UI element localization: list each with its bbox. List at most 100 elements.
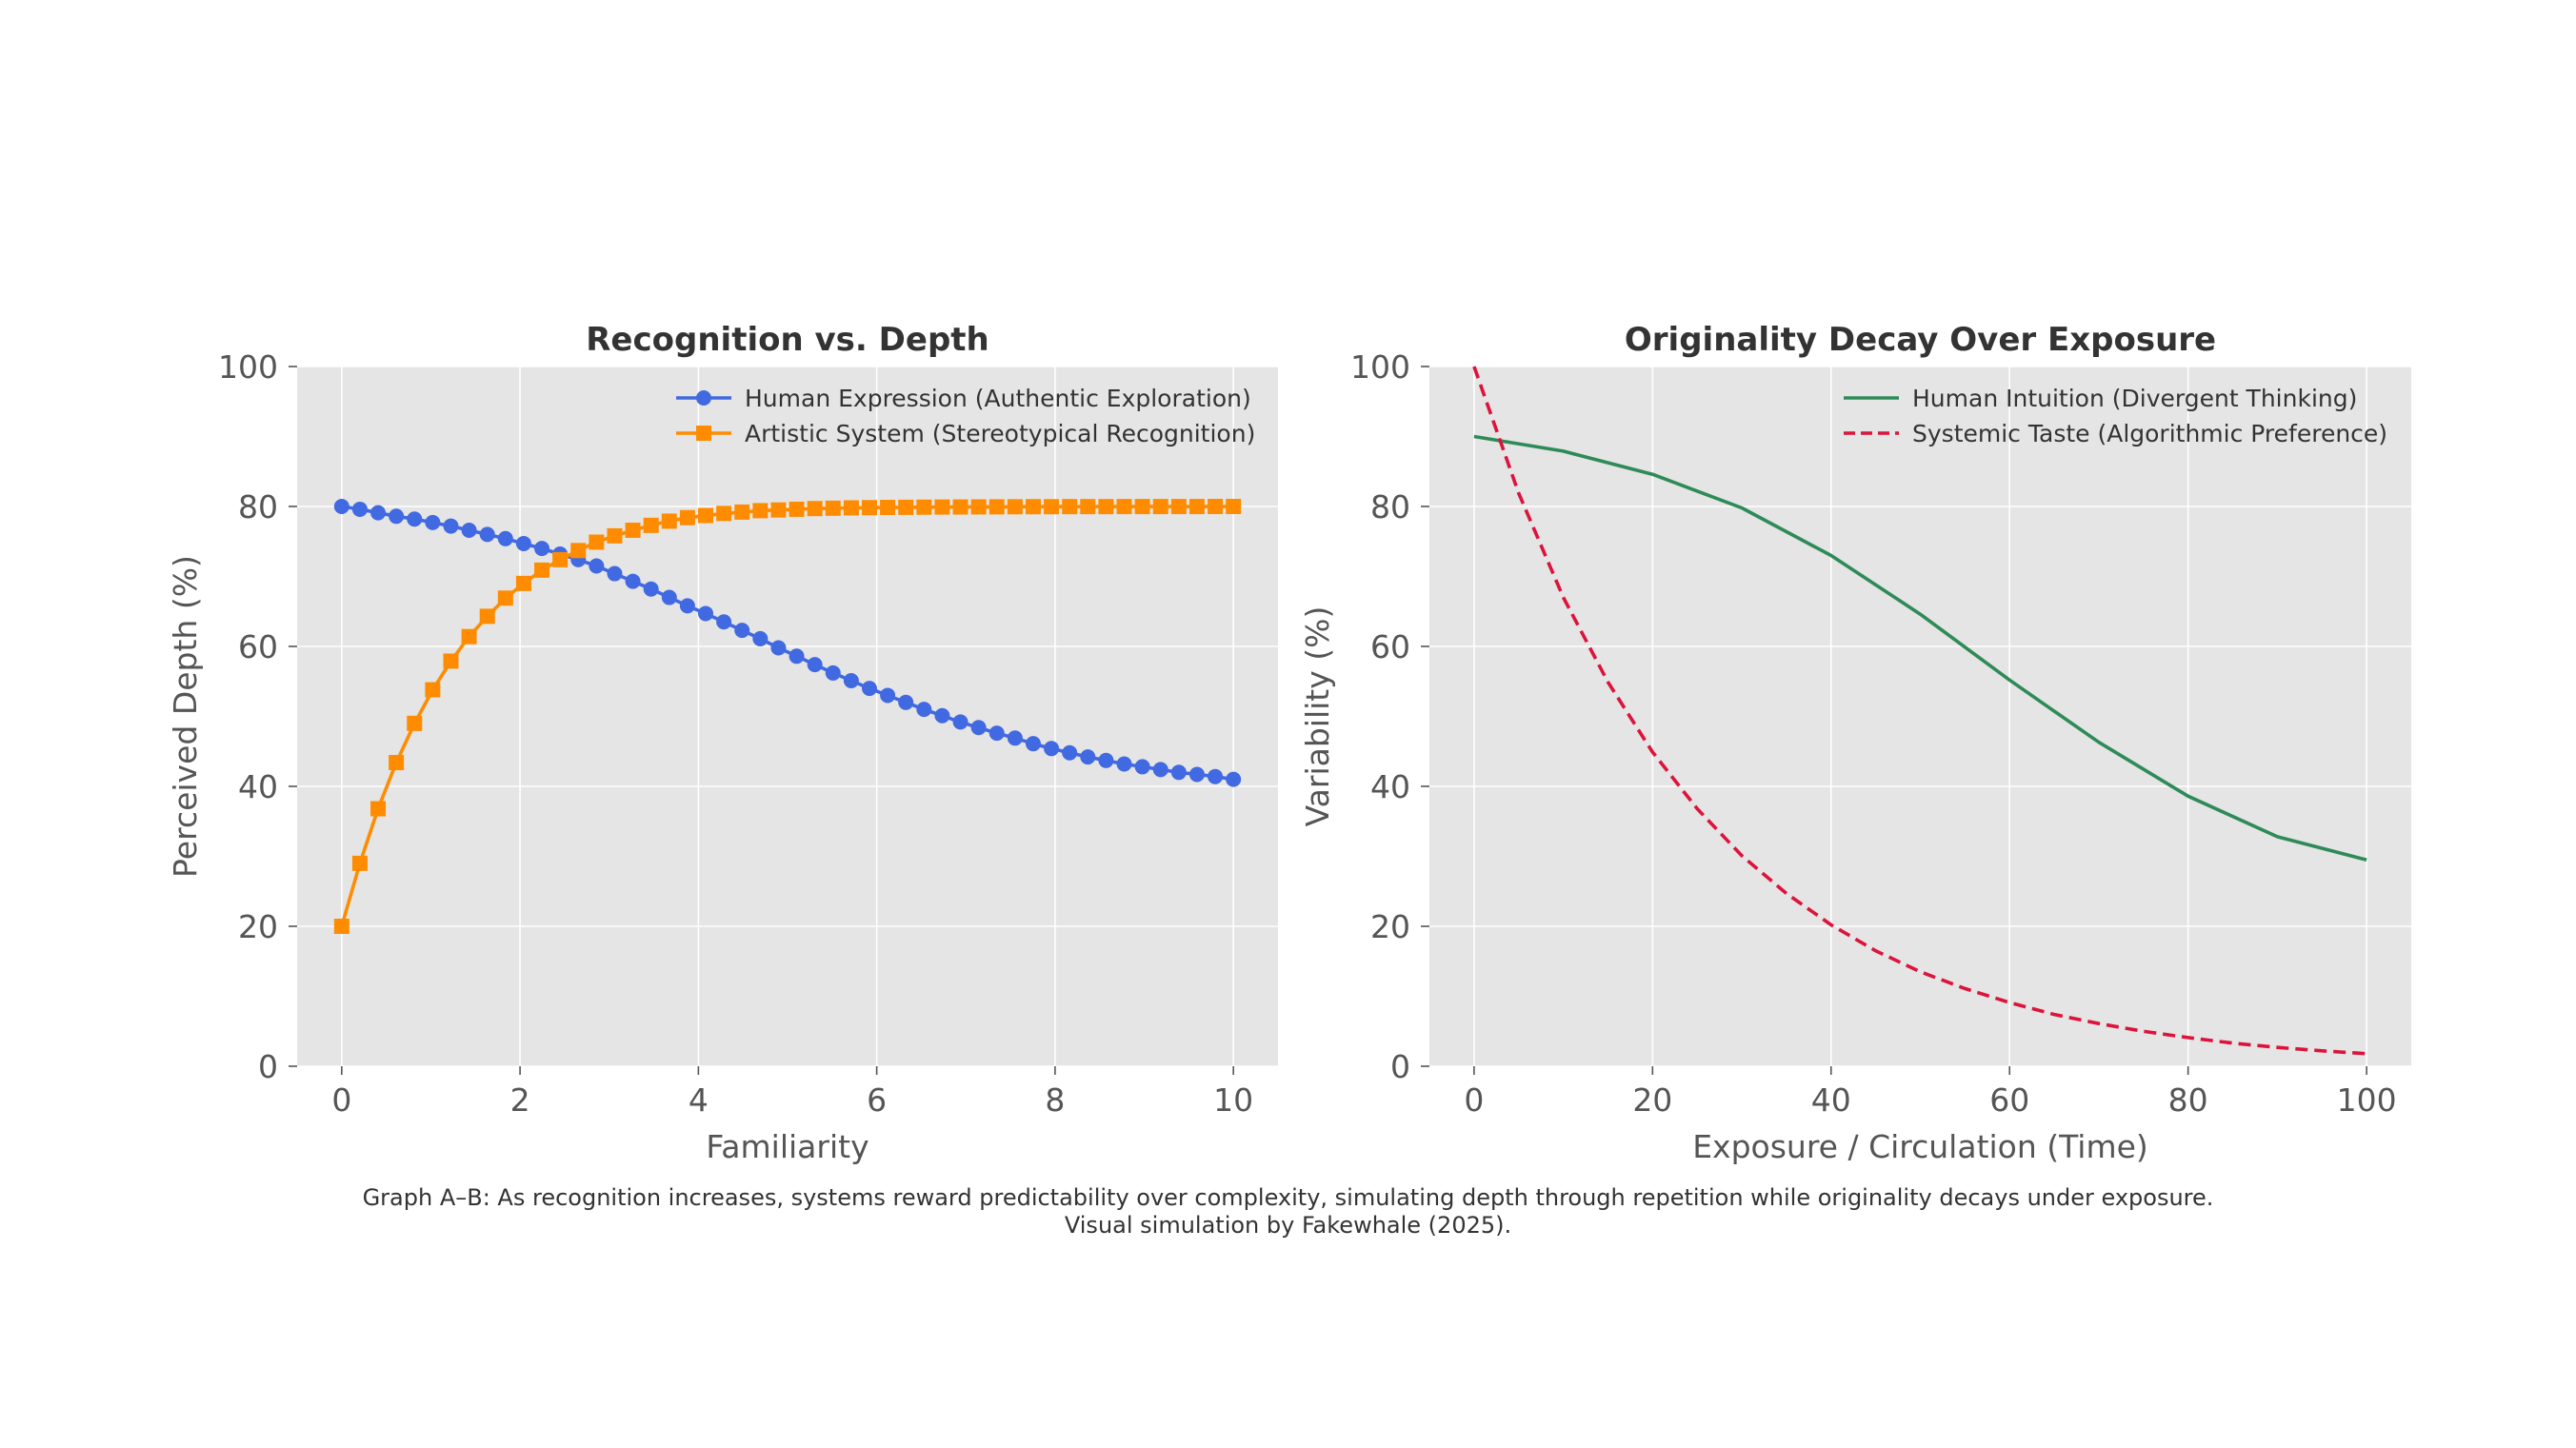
data-point xyxy=(1226,771,1242,787)
data-point xyxy=(1007,499,1023,515)
data-point xyxy=(425,514,441,530)
data-point xyxy=(1080,749,1096,765)
x-tick-label: 20 xyxy=(1632,1081,1672,1119)
legend-marker xyxy=(696,390,711,406)
data-point xyxy=(1170,499,1187,515)
data-point xyxy=(789,501,805,517)
x-tick-label: 80 xyxy=(2168,1081,2208,1119)
y-tick-label: 20 xyxy=(1370,908,1410,945)
y-tick-label: 80 xyxy=(238,488,278,526)
data-point xyxy=(625,573,641,589)
y-tick-label: 0 xyxy=(258,1048,278,1085)
data-point xyxy=(916,499,932,515)
legend: Human Intuition (Divergent Thinking) Syst… xyxy=(1844,385,2387,447)
data-point xyxy=(1025,499,1041,515)
x-tick-label: 100 xyxy=(2337,1081,2397,1119)
y-tick-label: 60 xyxy=(238,628,278,665)
x-tick-label: 8 xyxy=(1045,1081,1065,1119)
data-point xyxy=(1208,499,1224,514)
data-point xyxy=(534,541,550,557)
y-tick-label: 40 xyxy=(238,768,278,805)
data-point xyxy=(607,527,623,544)
data-point xyxy=(497,530,513,546)
data-point xyxy=(988,725,1005,742)
data-point xyxy=(843,500,859,516)
legend-label: Systemic Taste (Algorithmic Preference) xyxy=(1912,420,2387,447)
data-point xyxy=(1226,499,1242,514)
data-point xyxy=(589,558,605,574)
data-point xyxy=(1080,499,1096,515)
series-human-intuition-divergent-thinking xyxy=(1473,434,2367,862)
data-point xyxy=(661,513,677,529)
data-point xyxy=(1208,768,1224,784)
data-point xyxy=(515,535,531,551)
y-tick-label: 0 xyxy=(1390,1048,1410,1085)
y-tick-label: 60 xyxy=(1370,628,1410,665)
series-human-expression-authentic-exploration xyxy=(333,499,1242,787)
x-axis-label: Exposure / Circulation (Time) xyxy=(1692,1128,2148,1165)
x-tick-label: 0 xyxy=(331,1081,351,1119)
data-point xyxy=(643,581,659,597)
data-point xyxy=(589,534,605,550)
data-point xyxy=(734,504,750,520)
data-point xyxy=(1007,730,1023,746)
x-axis-label: Familiarity xyxy=(706,1128,869,1165)
data-point xyxy=(880,500,896,516)
data-point xyxy=(607,565,623,582)
data-point xyxy=(1134,759,1150,775)
data-point xyxy=(970,720,987,736)
data-point xyxy=(698,605,714,622)
data-point xyxy=(389,508,405,525)
data-point xyxy=(1062,744,1078,761)
data-point xyxy=(370,505,387,521)
x-tick-label: 40 xyxy=(1811,1081,1851,1119)
x-tick-label: 60 xyxy=(1989,1081,2029,1119)
data-point xyxy=(351,855,368,871)
data-point xyxy=(1116,499,1132,515)
data-point xyxy=(934,707,950,724)
chart-title: Originality Decay Over Exposure xyxy=(1625,321,2216,359)
data-point xyxy=(880,687,896,704)
data-point xyxy=(515,575,531,591)
data-point xyxy=(370,801,387,817)
data-point xyxy=(734,623,750,639)
data-point xyxy=(898,499,914,515)
data-point xyxy=(461,522,477,538)
series-line xyxy=(1473,434,2367,862)
caption-line-1: Graph A–B: As recognition increases, sys… xyxy=(362,1184,2214,1211)
data-point xyxy=(425,682,441,698)
data-point xyxy=(479,608,495,625)
caption-line-2: Visual simulation by Fakewhale (2025). xyxy=(1064,1212,1512,1239)
data-point xyxy=(351,501,368,517)
data-point xyxy=(716,614,732,630)
data-point xyxy=(1044,499,1060,515)
data-point xyxy=(1062,499,1078,515)
x-tick-label: 0 xyxy=(1464,1081,1484,1119)
y-axis-label: Perceived Depth (%) xyxy=(167,555,204,878)
data-point xyxy=(1152,762,1168,778)
data-point xyxy=(1025,736,1041,752)
chart-title: Recognition vs. Depth xyxy=(586,321,989,359)
data-point xyxy=(807,501,823,517)
data-point xyxy=(407,715,423,731)
data-point xyxy=(443,518,459,534)
data-point xyxy=(770,502,787,518)
data-point xyxy=(679,598,695,614)
chart-right-originality-decay: 0 20 40 60 80 100 0 20 40 60 80 100 Originality Deca… xyxy=(1299,321,2411,1165)
data-point xyxy=(643,517,659,533)
x-tick-label: 2 xyxy=(510,1081,530,1119)
data-point xyxy=(661,589,677,605)
plot-area xyxy=(1429,367,2411,1066)
data-point xyxy=(534,562,550,578)
data-point xyxy=(952,499,968,515)
data-point xyxy=(1116,756,1132,772)
legend: Human Expression (Authentic Exploration)… xyxy=(676,385,1255,447)
legend-marker xyxy=(696,426,711,441)
data-point xyxy=(333,499,349,514)
data-point xyxy=(1188,766,1205,783)
legend-label: Artistic System (Stereotypical Recogniti… xyxy=(745,420,1255,447)
data-point xyxy=(1152,499,1168,515)
data-point xyxy=(825,500,841,516)
